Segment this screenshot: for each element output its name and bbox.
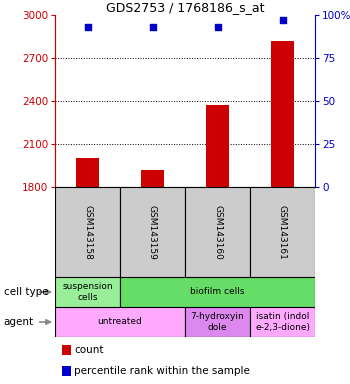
Text: count: count [74,345,104,355]
Point [280,17,285,23]
Bar [185,307,250,337]
Bar [271,41,294,187]
Bar [206,105,229,187]
Point [215,24,220,30]
Text: GSM143159: GSM143159 [148,205,157,260]
Text: GSM143160: GSM143160 [213,205,222,260]
Bar [120,187,185,277]
Text: cell type: cell type [4,287,48,297]
Text: GSM143158: GSM143158 [83,205,92,260]
Bar [141,170,164,187]
Bar [55,307,185,337]
Bar [185,187,250,277]
Text: 7-hydroxyin
dole: 7-hydroxyin dole [191,312,244,332]
Text: isatin (indol
e-2,3-dione): isatin (indol e-2,3-dione) [255,312,310,332]
Text: percentile rank within the sample: percentile rank within the sample [74,366,250,376]
Point [150,24,155,30]
Text: suspension
cells: suspension cells [62,282,113,302]
Bar [55,277,120,307]
Bar [250,307,315,337]
Bar [250,187,315,277]
Bar [120,277,315,307]
Bar [55,187,120,277]
Bar [76,158,99,187]
Text: untreated: untreated [98,318,142,326]
Text: agent: agent [4,317,34,327]
Title: GDS2753 / 1768186_s_at: GDS2753 / 1768186_s_at [106,1,264,14]
Text: biofilm cells: biofilm cells [190,288,245,296]
Text: GSM143161: GSM143161 [278,205,287,260]
Point [85,24,90,30]
